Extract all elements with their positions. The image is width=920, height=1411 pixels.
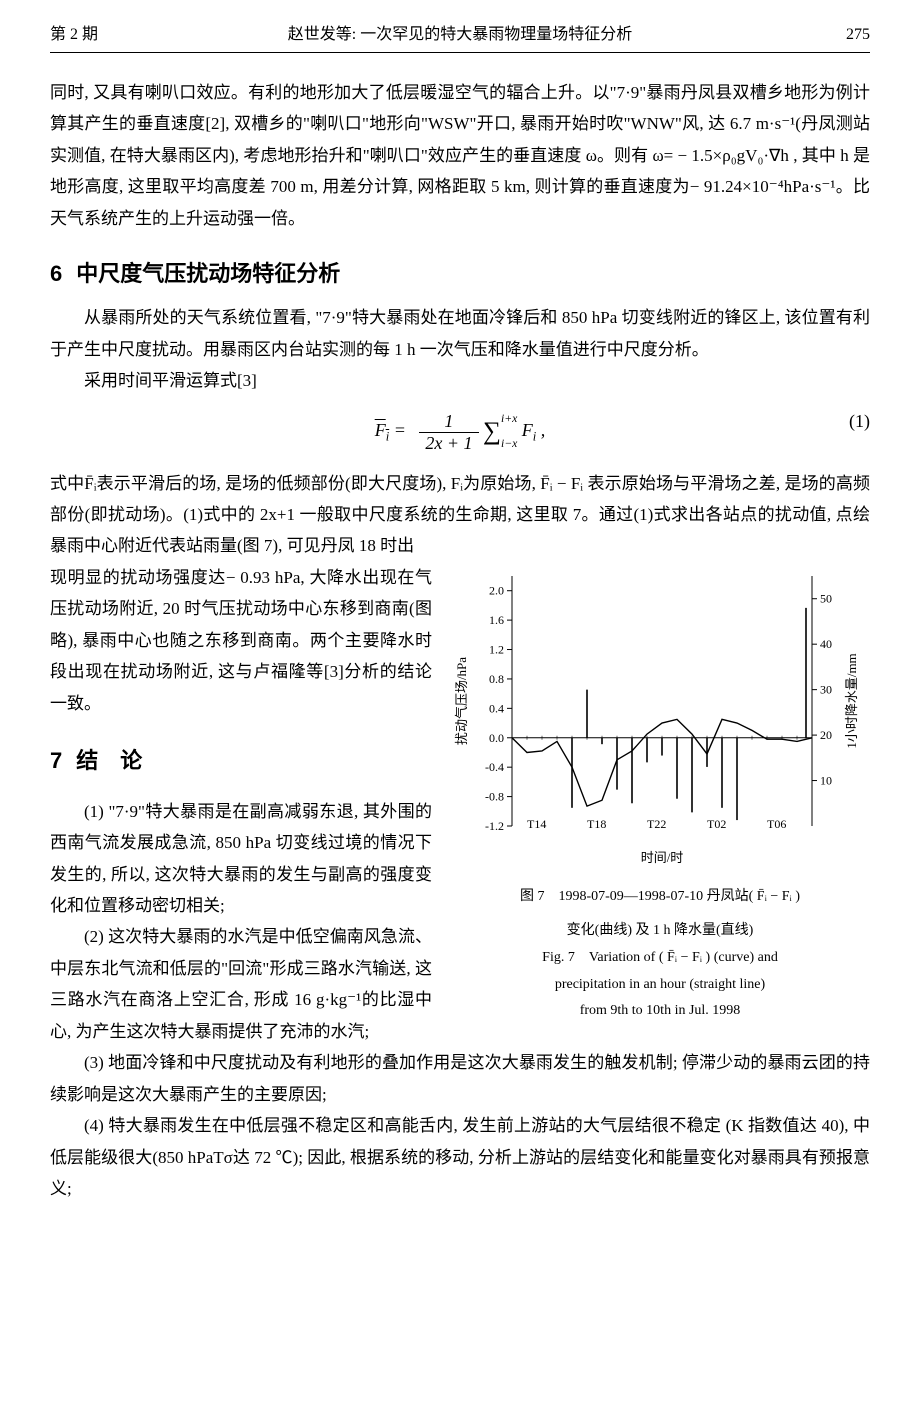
svg-text:T22: T22 <box>647 817 666 831</box>
svg-text:30: 30 <box>820 682 832 696</box>
figure-7-caption-cn-2: 变化(曲线) 及 1 h 降水量(直线) <box>450 918 870 945</box>
section-7-title: 结 论 <box>76 748 142 773</box>
svg-text:10: 10 <box>820 773 832 787</box>
figure-7-caption-cn-1: 图 7 1998-07-09—1998-07-10 丹凤站( F̄ᵢ − Fᵢ … <box>450 884 870 911</box>
svg-text:2.0: 2.0 <box>489 584 504 598</box>
svg-text:-0.8: -0.8 <box>485 789 504 803</box>
para-7-3: (3) 地面冷锋和中尺度扰动及有利地形的叠加作用是这次大暴雨发生的触发机制; 停… <box>50 1047 870 1110</box>
running-header: 第 2 期 赵世发等: 一次罕见的特大暴雨物理量场特征分析 275 <box>50 20 870 53</box>
para-6c: 式中F̄ᵢ表示平滑后的场, 是场的低频部份(即大尺度场), Fᵢ为原始场, F̄… <box>50 468 870 562</box>
section-7-num: 7 <box>50 741 62 782</box>
svg-text:T02: T02 <box>707 817 726 831</box>
issue-number: 第 2 期 <box>50 20 170 44</box>
svg-text:1.2: 1.2 <box>489 642 504 656</box>
page-number: 275 <box>750 26 870 44</box>
svg-text:时间/时: 时间/时 <box>641 850 684 865</box>
figure-7-chart: -1.2 -0.8 -0.4 0.0 0.4 0.8 1.2 1.6 2.0 10 20 30 40 50… <box>450 566 870 876</box>
svg-text:1小时降水量/mm: 1小时降水量/mm <box>844 653 859 748</box>
svg-text:1.6: 1.6 <box>489 613 504 627</box>
para-6a: 从暴雨所处的天气系统位置看, "7·9"特大暴雨处在地面冷锋后和 850 hPa… <box>50 302 870 365</box>
svg-text:0.8: 0.8 <box>489 672 504 686</box>
para-6b: 采用时间平滑运算式[3] <box>50 365 870 396</box>
paper-title-running: 赵世发等: 一次罕见的特大暴雨物理量场特征分析 <box>170 20 750 44</box>
section-6-heading: 6 中尺度气压扰动场特征分析 <box>50 256 870 288</box>
equation-1: Fi = 12x + 1 ∑i+x i−x Fi , (1) <box>50 411 870 454</box>
paragraph-intro: 同时, 又具有喇叭口效应。有利的地形加大了低层暖湿空气的辐合上升。以"7·9"暴… <box>50 77 870 234</box>
svg-text:0.0: 0.0 <box>489 731 504 745</box>
svg-text:T06: T06 <box>767 817 786 831</box>
svg-text:40: 40 <box>820 637 832 651</box>
figure-7: -1.2 -0.8 -0.4 0.0 0.4 0.8 1.2 1.6 2.0 10 20 30 40 50… <box>450 566 870 1025</box>
svg-text:-1.2: -1.2 <box>485 819 504 833</box>
figure-7-caption-en-3: from 9th to 10th in Jul. 1998 <box>450 998 870 1025</box>
para-7-4: (4) 特大暴雨发生在中低层强不稳定区和高能舌内, 发生前上游站的大气层结很不稳… <box>50 1110 870 1204</box>
equation-1-number: (1) <box>849 411 870 432</box>
svg-text:扰动气压场/hPa: 扰动气压场/hPa <box>454 657 469 745</box>
figure-7-caption-en-2: precipitation in an hour (straight line) <box>450 972 870 999</box>
svg-text:-0.4: -0.4 <box>485 760 504 774</box>
figure-7-caption-en-1: Fig. 7 Variation of ( F̄ᵢ − Fᵢ ) (curve)… <box>450 945 870 972</box>
svg-text:T14: T14 <box>527 817 546 831</box>
svg-text:50: 50 <box>820 592 832 606</box>
section-6-title: 中尺度气压扰动场特征分析 <box>76 261 340 286</box>
equation-1-body: Fi = 12x + 1 ∑i+x i−x Fi , <box>375 420 546 440</box>
section-6-num: 6 <box>50 261 62 287</box>
svg-text:20: 20 <box>820 728 832 742</box>
svg-text:T18: T18 <box>587 817 606 831</box>
svg-text:0.4: 0.4 <box>489 701 504 715</box>
